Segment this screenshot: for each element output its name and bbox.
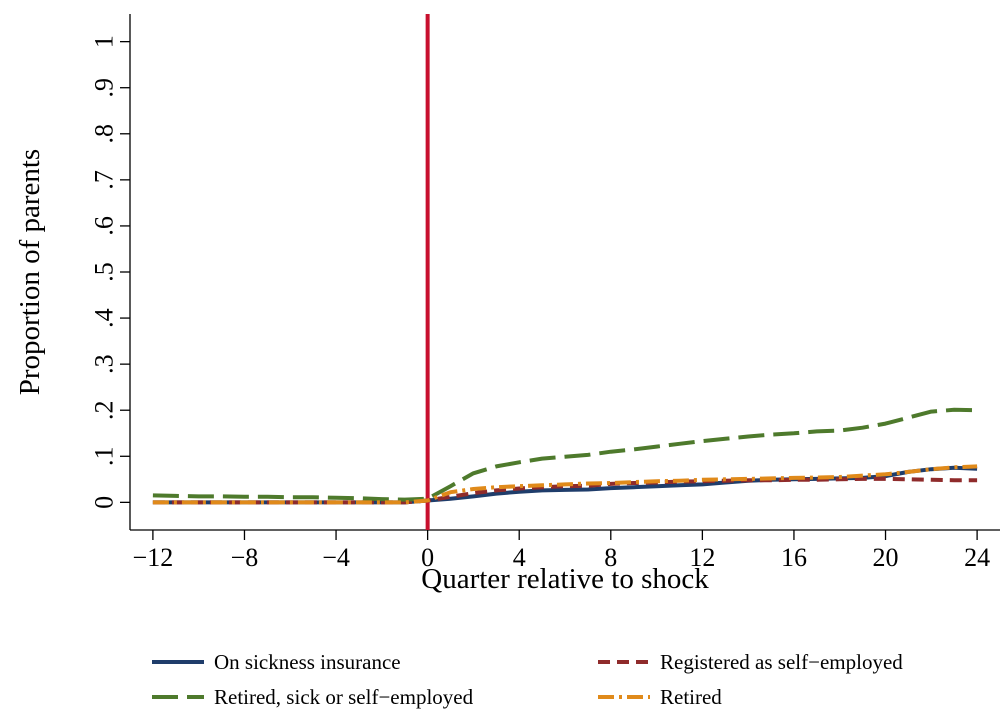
y-tick-label: .9 bbox=[90, 78, 119, 98]
series-line-3 bbox=[152, 407, 978, 502]
legend-label-3: Retired, sick or self−employed bbox=[214, 685, 474, 709]
series-line-4 bbox=[152, 464, 978, 505]
plot-area bbox=[152, 14, 978, 530]
x-tick-label: 16 bbox=[781, 543, 807, 572]
y-tick-label: .5 bbox=[90, 262, 119, 282]
legend-label-1: On sickness insurance bbox=[214, 650, 401, 674]
y-axis-title: Proportion of parents bbox=[14, 149, 46, 395]
x-tick-label: 4 bbox=[513, 543, 526, 572]
axes: −12 −8 −4 0 4 8 12 16 20 24 0 .1 .2 .3 .4 .5 .6 .7 .8 .9 1 bbox=[90, 14, 1000, 572]
y-tick-label: .4 bbox=[90, 308, 119, 328]
x-tick-label: −4 bbox=[322, 543, 350, 572]
x-tick-label: 0 bbox=[421, 543, 434, 572]
y-tick-label: .7 bbox=[90, 170, 119, 190]
x-axis-title: Quarter relative to shock bbox=[421, 563, 709, 595]
y-tick-label: .6 bbox=[90, 216, 119, 236]
x-tick-label: 12 bbox=[689, 543, 715, 572]
y-tick-label: 0 bbox=[90, 496, 119, 509]
x-tick-label: 24 bbox=[964, 543, 990, 572]
x-tick-label: 20 bbox=[873, 543, 899, 572]
x-tick-label: 8 bbox=[604, 543, 617, 572]
legend-label-2: Registered as self−employed bbox=[660, 650, 903, 674]
legend-label-4: Retired bbox=[660, 685, 722, 709]
y-tick-label: 1 bbox=[90, 35, 119, 48]
y-tick-label: .1 bbox=[90, 447, 119, 467]
y-tick-label: .2 bbox=[90, 400, 119, 420]
x-tick-label: −8 bbox=[231, 543, 259, 572]
legend: On sickness insurance Registered as self−… bbox=[152, 650, 903, 709]
x-tick-label: −12 bbox=[133, 543, 174, 572]
y-tick-label: .8 bbox=[90, 124, 119, 144]
y-tick-label: .3 bbox=[90, 354, 119, 374]
